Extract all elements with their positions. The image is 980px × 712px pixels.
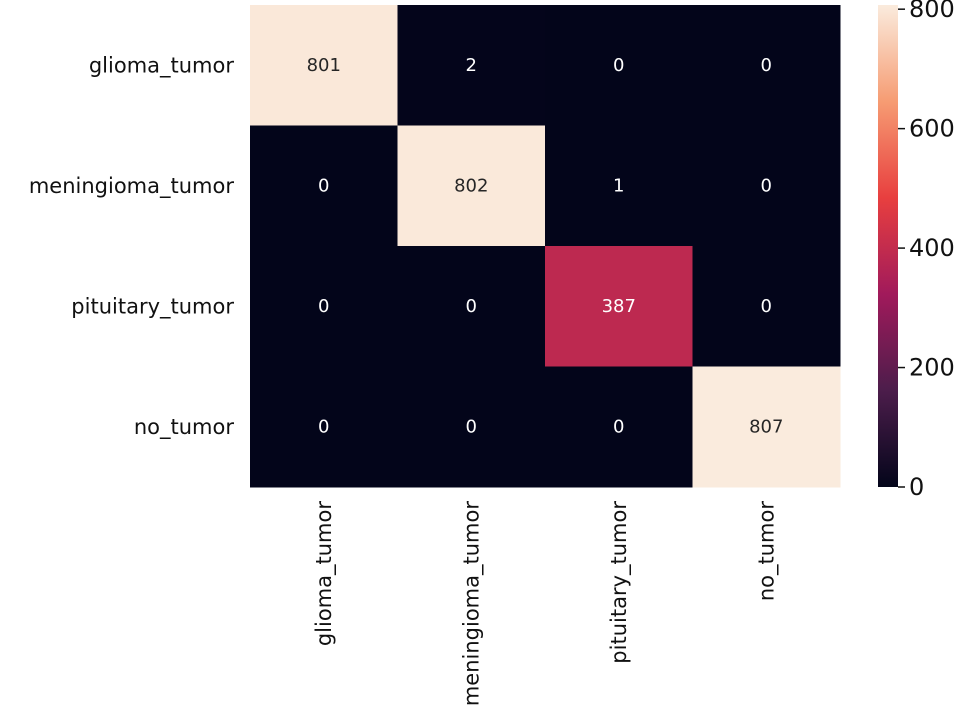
cell-r1-c2 xyxy=(545,125,693,247)
cell-r2-c2 xyxy=(545,246,693,367)
cell-value-r1-c1: 802 xyxy=(454,175,488,196)
cell-r0-c3 xyxy=(692,5,841,126)
colorbar-gradient xyxy=(878,5,898,487)
y-tick-label: glioma_tumor xyxy=(89,53,235,78)
cell-value-r1-c0: 0 xyxy=(318,175,329,196)
cell-r2-c3 xyxy=(692,246,841,367)
cell-value-r3-c2: 0 xyxy=(613,416,624,437)
x-tick-label: glioma_tumor xyxy=(312,501,337,647)
cell-value-r0-c2: 0 xyxy=(613,55,624,76)
colorbar-tick-label: 800 xyxy=(909,0,955,23)
cell-value-r3-c3: 807 xyxy=(749,416,783,437)
cell-value-r0-c1: 2 xyxy=(466,55,477,76)
cell-value-r3-c0: 0 xyxy=(318,416,329,437)
x-tick-labels: glioma_tumor meningioma_tumor pituitary_tu… xyxy=(312,501,780,707)
cell-r3-c0 xyxy=(250,366,398,488)
cell-value-r2-c2: 387 xyxy=(602,296,636,317)
y-tick-label: meningioma_tumor xyxy=(29,174,235,199)
y-tick-label: pituitary_tumor xyxy=(71,294,234,319)
cell-value-r1-c3: 0 xyxy=(761,175,772,196)
colorbar: 0 200 400 600 800 xyxy=(878,0,955,501)
cell-r0-c2 xyxy=(545,5,693,126)
cell-value-r3-c1: 0 xyxy=(466,416,477,437)
x-tick-label: no_tumor xyxy=(754,501,779,602)
cell-value-r2-c1: 0 xyxy=(466,296,477,317)
cell-value-r2-c3: 0 xyxy=(761,296,772,317)
cell-r3-c2 xyxy=(545,366,693,488)
cell-r0-c1 xyxy=(397,5,546,126)
cell-r2-c0 xyxy=(250,246,398,367)
cell-r1-c1 xyxy=(397,125,546,247)
cell-r1-c3 xyxy=(692,125,841,247)
y-tick-label: no_tumor xyxy=(134,415,235,440)
heatmap-cells: 801 2 0 0 0 802 1 0 0 0 387 0 0 0 0 807 xyxy=(250,5,841,488)
cell-r0-c0 xyxy=(250,5,398,126)
x-tick-label: pituitary_tumor xyxy=(607,501,632,664)
colorbar-tick-label: 200 xyxy=(909,354,955,382)
colorbar-tick-label: 0 xyxy=(909,473,924,501)
cell-value-r2-c0: 0 xyxy=(318,296,329,317)
cell-r3-c3 xyxy=(692,366,841,488)
x-tick-label: meningioma_tumor xyxy=(459,501,484,707)
y-tick-labels: glioma_tumor meningioma_tumor pituitary_tu… xyxy=(29,53,235,440)
colorbar-tick-label: 400 xyxy=(909,234,955,262)
cell-value-r0-c3: 0 xyxy=(761,55,772,76)
colorbar-tick-label: 600 xyxy=(909,115,955,143)
cell-r1-c0 xyxy=(250,125,398,247)
cell-r3-c1 xyxy=(397,366,546,488)
cell-value-r0-c0: 801 xyxy=(307,55,341,76)
cell-value-r1-c2: 1 xyxy=(613,175,624,196)
cell-r2-c1 xyxy=(397,246,546,367)
